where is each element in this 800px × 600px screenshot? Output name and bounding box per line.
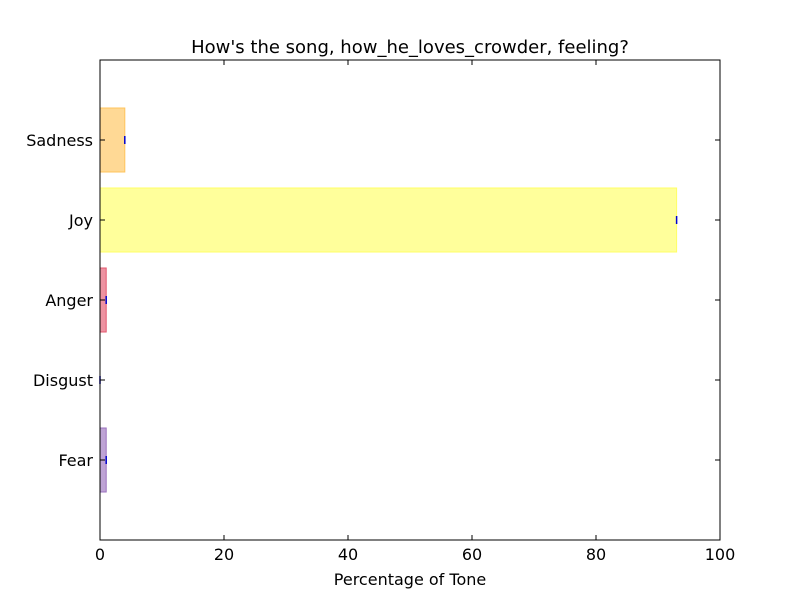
y-tick-label-fear: Fear xyxy=(58,451,93,470)
chart-title: How's the song, how_he_loves_crowder, fe… xyxy=(191,37,629,58)
error-bars-layer xyxy=(99,136,678,464)
x-axis-ticks: 0 20 40 60 80 100 xyxy=(95,60,735,564)
y-tick-label-disgust: Disgust xyxy=(33,371,93,390)
bar-joy xyxy=(99,187,678,253)
y-axis-ticks: Fear Disgust Anger Joy Sadness xyxy=(26,131,720,470)
x-tick-label-0: 0 xyxy=(95,545,105,564)
y-tick-label-anger: Anger xyxy=(45,291,93,310)
x-tick-label-80: 80 xyxy=(586,545,606,564)
x-axis-label: Percentage of Tone xyxy=(334,570,486,589)
x-tick-label-60: 60 xyxy=(462,545,482,564)
x-tick-label-40: 40 xyxy=(338,545,358,564)
bars-layer xyxy=(99,107,678,493)
plot-frame xyxy=(99,59,721,541)
x-tick-label-100: 100 xyxy=(705,545,736,564)
x-tick-label-20: 20 xyxy=(214,545,234,564)
y-tick-label-joy: Joy xyxy=(68,211,93,230)
y-tick-label-sadness: Sadness xyxy=(26,131,93,150)
